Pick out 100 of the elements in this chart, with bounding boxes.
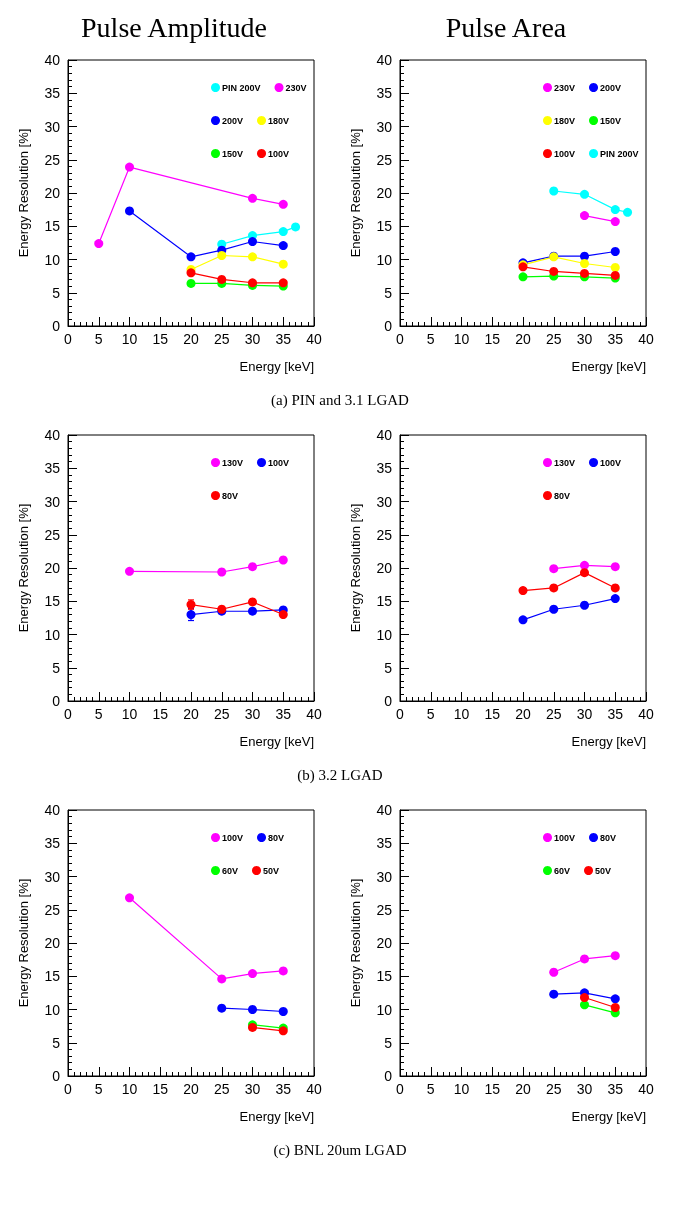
x-tick-label: 30 [244,706,261,722]
y-axis-title: Energy Resolution [%] [348,878,363,1008]
point [580,568,589,578]
x-tick-label: 35 [275,331,292,347]
point [248,562,257,572]
y-tick-label: 35 [44,85,61,102]
legend-label: 80V [268,832,285,843]
text: (b) 3.2 LGAD [296,767,384,784]
point [580,211,589,221]
y-tick-label: 0 [52,693,61,709]
point [125,206,134,216]
y-tick-label: 35 [376,460,393,477]
point [580,993,589,1003]
y-tick-label: 0 [384,1068,393,1084]
point [549,266,559,276]
legend-label: 200V [222,115,244,126]
y-tick-label: 15 [376,593,393,610]
point [580,189,589,199]
x-tick-label: 10 [453,1081,470,1097]
y-tick-label: 30 [44,118,61,135]
y-tick-label: 40 [44,427,61,443]
chart-title: Pulse Amplitude [81,11,267,43]
point [610,247,620,257]
y-tick-label: 20 [44,560,61,576]
point [278,199,288,209]
x-axis-title: Energy [keV] [239,1109,314,1124]
legend-label: PIN 200V [600,148,639,159]
y-tick-label: 10 [376,626,393,643]
legend-label: 230V [285,82,307,93]
y-tick-label: 30 [376,868,393,885]
point [186,278,196,288]
point [186,252,196,262]
point [610,262,620,272]
y-tick-label: 5 [52,1034,61,1051]
point [610,217,620,227]
y-tick-label: 10 [44,251,61,268]
point [248,1005,257,1014]
x-axis-title: Energy [keV] [571,1109,646,1124]
x-tick-label: 0 [64,706,73,722]
point [278,1007,288,1016]
y-tick-label: 15 [44,218,61,235]
y-tick-label: 25 [44,901,61,918]
legend-label: 50V [595,865,612,876]
x-tick-label: 20 [183,706,199,722]
y-tick-label: 0 [384,693,393,709]
point [610,205,620,215]
point [278,610,288,620]
y-tick-label: 30 [376,118,393,135]
point [248,606,257,616]
legend-label: 100V [222,832,244,843]
x-tick-label: 30 [244,1081,261,1097]
x-tick-label: 10 [453,331,470,347]
legend-label: 180V [554,115,576,126]
point [248,252,257,262]
point [248,597,257,607]
x-tick-label: 0 [396,706,405,722]
x-tick-label: 10 [121,1081,138,1097]
x-tick-label: 35 [607,706,624,722]
point [291,222,301,232]
point [610,951,620,961]
point [580,268,589,278]
y-tick-label: 20 [44,935,61,951]
x-tick-label: 40 [306,1081,322,1097]
x-tick-label: 10 [121,331,138,347]
y-tick-label: 5 [384,1034,393,1051]
y-tick-label: 10 [376,1001,393,1018]
point [278,555,288,565]
x-tick-label: 40 [306,331,322,347]
y-tick-label: 35 [376,85,393,102]
y-tick-label: 0 [52,1068,61,1084]
point [580,600,589,610]
point [217,1003,227,1013]
point [217,567,227,577]
x-axis-title: Energy [keV] [571,734,646,749]
point [610,994,620,1004]
y-tick-label: 25 [44,151,61,168]
y-tick-label: 40 [44,802,61,818]
legend-label: 200V [600,82,622,93]
y-tick-label: 20 [376,185,393,201]
y-tick-label: 30 [44,493,61,510]
point [278,966,288,976]
y-tick-label: 30 [44,868,61,885]
x-axis-title: Energy [keV] [239,359,314,374]
point [610,594,620,604]
legend-label: 100V [554,832,576,843]
legend-label: 100V [554,148,576,159]
x-tick-label: 15 [484,706,501,722]
x-tick-label: 40 [638,706,654,722]
x-tick-label: 40 [638,331,654,347]
legend-label: 80V [554,490,571,501]
x-tick-label: 25 [545,706,562,722]
y-tick-label: 25 [44,526,61,543]
x-tick-label: 15 [152,331,169,347]
point [518,615,528,625]
point [248,193,257,203]
y-tick-label: 0 [52,318,61,334]
point [125,893,134,903]
point [518,586,528,596]
y-tick-label: 35 [44,835,61,852]
x-tick-label: 25 [545,331,562,347]
